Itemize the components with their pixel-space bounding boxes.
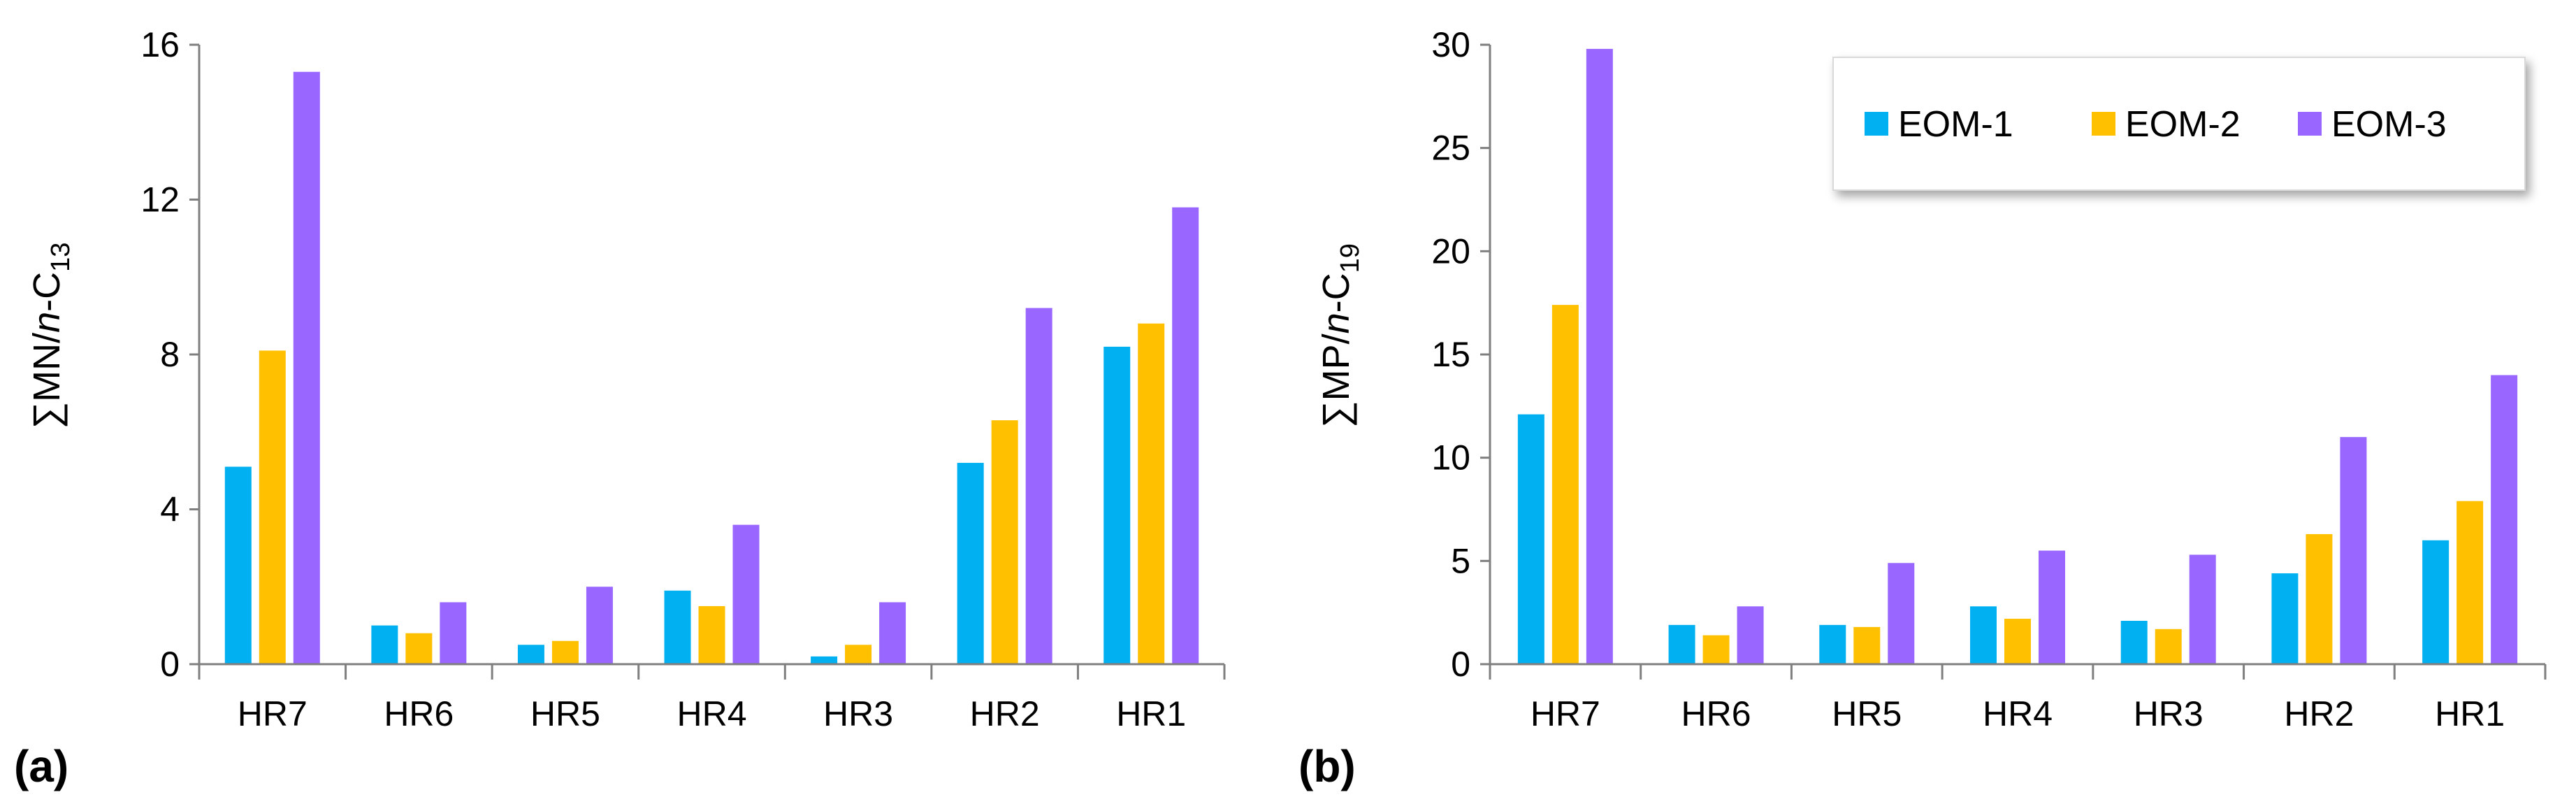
bar-eom-3-hr3 [2189,554,2216,664]
legend-box [1832,57,2526,191]
bar-eom-3-hr2 [2340,437,2367,664]
panel-label-b: (b) [1298,741,1356,791]
bar-eom-2-hr5 [551,640,579,664]
bar-eom-2-hr2 [991,420,1018,664]
y-tick-label: 16 [140,25,180,64]
bar-eom-1-hr4 [664,590,691,664]
y-tick-label: 5 [1451,541,1470,580]
bar-eom-3-hr5 [586,587,613,664]
y-axis-label: ∑MN/n-C13 [26,243,75,429]
x-tick-label: HR2 [970,694,1040,733]
bar-eom-2-hr4 [698,605,725,664]
bar-eom-1-hr6 [1668,624,1695,664]
x-tick-label: HR1 [2435,694,2505,733]
bar-eom-1-hr7 [224,466,252,664]
bar-eom-1-hr6 [371,625,398,664]
legend-label-eom-2: EOM-2 [2125,104,2241,145]
y-axis-label: ∑MP/n-C19 [1315,243,1365,428]
bar-eom-1-hr1 [2422,540,2450,664]
bar-eom-3-hr7 [293,71,320,664]
bar-eom-1-hr4 [1970,606,1997,664]
bar-eom-3-hr5 [1888,563,1915,664]
legend-swatch-eom-3 [2298,112,2322,136]
bar-eom-1-hr2 [957,463,984,664]
bar-eom-1-hr3 [2120,620,2148,664]
x-tick-label: HR7 [1531,694,1600,733]
y-tick-label: 4 [160,490,180,529]
legend-label-eom-3: EOM-3 [2331,104,2447,145]
y-tick-label: 30 [1431,25,1470,64]
bar-eom-3-hr3 [879,602,906,664]
bar-eom-3-hr6 [440,602,467,664]
x-tick-label: HR4 [1983,694,2053,733]
y-tick-label: 8 [160,335,180,374]
bar-eom-2-hr1 [1138,323,1165,664]
bar-eom-3-hr2 [1025,308,1052,664]
chart-a: 0 4 8 12 16 HR7 HR6 HR5 HR4 HR3 HR2 HR1 ∑MN/n-C13 [26,25,1226,733]
bar-eom-2-hr4 [2004,619,2031,664]
bar-eom-2-hr1 [2456,501,2484,664]
bar-eom-2-hr3 [2155,629,2182,664]
x-tick-label: HR5 [1832,694,1902,733]
y-tick-label: 12 [140,180,180,220]
x-tick-label: HR1 [1116,694,1186,733]
x-tick-label: HR6 [384,694,454,733]
bar-eom-1-hr5 [1819,624,1846,664]
y-tick-label: 15 [1431,335,1470,374]
y-tick-label: 0 [1451,645,1470,684]
bar-eom-2-hr5 [1853,626,1881,664]
bar-eom-2-hr6 [405,633,433,664]
x-tick-label: HR6 [1681,694,1751,733]
bar-eom-3-hr1 [1172,207,1199,664]
bar-eom-1-hr3 [811,656,838,664]
bar-eom-2-hr6 [1702,635,1730,664]
bar-eom-2-hr2 [2306,533,2333,664]
x-tick-label: HR4 [676,694,746,733]
x-tick-label: HR5 [530,694,600,733]
legend-swatch-eom-1 [1865,112,1888,136]
bar-eom-3-hr6 [1737,606,1764,664]
y-tick-label: 0 [160,645,180,684]
bar-eom-1-hr2 [2271,573,2299,664]
x-tick-label: HR7 [238,694,307,733]
bar-eom-3-hr4 [732,524,760,664]
legend-label-eom-1: EOM-1 [1898,104,2013,145]
chart-b: 0 5 10 15 20 25 30 HR7 HR6 HR5 HR4 HR3 HR2 HR1 ∑MP/n-C… [1315,25,2547,733]
y-tick-label: 25 [1431,129,1470,168]
bar-eom-1-hr7 [1517,414,1544,664]
panel-label-a: (a) [14,741,68,791]
bar-eom-2-hr3 [845,645,872,664]
legend-swatch-eom-2 [2092,112,2115,136]
x-tick-label: HR3 [2134,694,2204,733]
bar-eom-3-hr1 [2491,375,2518,664]
bar-eom-1-hr1 [1104,346,1131,664]
x-tick-label: HR2 [2284,694,2354,733]
bar-eom-2-hr7 [259,350,286,664]
legend: EOM-1 EOM-2 EOM-3 [1832,57,2526,191]
bar-eom-2-hr7 [1551,305,1579,664]
bar-eom-3-hr4 [2039,550,2065,664]
y-tick-label: 10 [1431,438,1470,478]
x-tick-label: HR3 [823,694,893,733]
y-tick-label: 20 [1431,231,1470,271]
bar-eom-1-hr5 [517,645,544,664]
bar-eom-3-hr7 [1586,48,1613,664]
